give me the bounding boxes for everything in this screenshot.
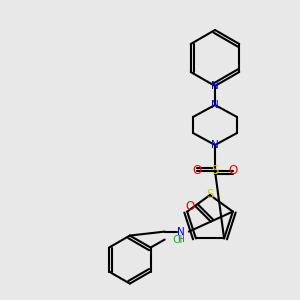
Text: O: O (228, 164, 238, 178)
Text: N: N (211, 140, 219, 150)
Text: N: N (211, 100, 219, 110)
Text: H: H (178, 235, 184, 244)
Text: S: S (211, 164, 219, 178)
Text: S: S (206, 188, 214, 202)
Text: O: O (185, 200, 194, 213)
Text: O: O (192, 164, 202, 178)
Text: N: N (211, 81, 219, 91)
Text: Cl: Cl (172, 235, 183, 244)
Text: N: N (177, 226, 185, 237)
